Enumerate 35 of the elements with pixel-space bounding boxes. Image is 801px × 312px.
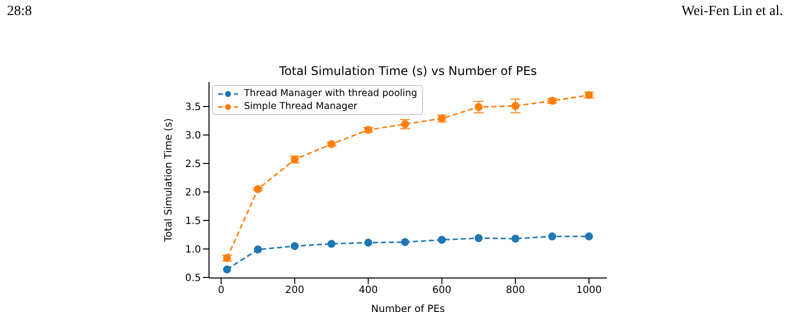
legend-label: Thread Manager with thread pooling (244, 87, 418, 100)
y-tick-label: 1.5 (185, 216, 201, 228)
point (474, 103, 483, 112)
legend-label: Simple Thread Manager (244, 100, 358, 113)
x-tick-label: 200 (285, 285, 304, 296)
point (364, 238, 372, 247)
point (511, 234, 520, 243)
point (327, 240, 336, 248)
point (438, 236, 446, 244)
x-axis-title: Number of PEs (371, 304, 445, 312)
chart-title: Total Simulation Time (s) vs Number of PEs (278, 64, 538, 78)
y-tick-label: 1.0 (185, 244, 201, 256)
point (511, 102, 520, 110)
point (254, 246, 262, 254)
point (584, 232, 593, 240)
x-tick-label: 400 (358, 285, 378, 296)
point (327, 140, 336, 148)
x-tick-label: 0 (218, 285, 224, 296)
y-tick-label: 3.0 (185, 130, 201, 142)
point (254, 185, 262, 194)
y-tick-label: 0.5 (185, 272, 201, 284)
point (290, 242, 299, 250)
point (401, 238, 410, 246)
x-tick-label: 600 (432, 285, 452, 296)
point (548, 232, 556, 240)
y-tick-label: 3.5 (185, 102, 201, 114)
point (223, 265, 232, 274)
y-tick-label: 2.0 (185, 188, 201, 199)
text: Wei-Fen Lin et al. (681, 4, 783, 20)
y-tick-label: 2.5 (185, 159, 201, 170)
x-tick-label: 800 (506, 285, 525, 296)
y-axis-title: Total Simulation Time (s) (164, 118, 175, 243)
x-tick-label: 1000 (576, 285, 602, 296)
point (474, 234, 483, 242)
text: 28:8 (7, 4, 32, 20)
